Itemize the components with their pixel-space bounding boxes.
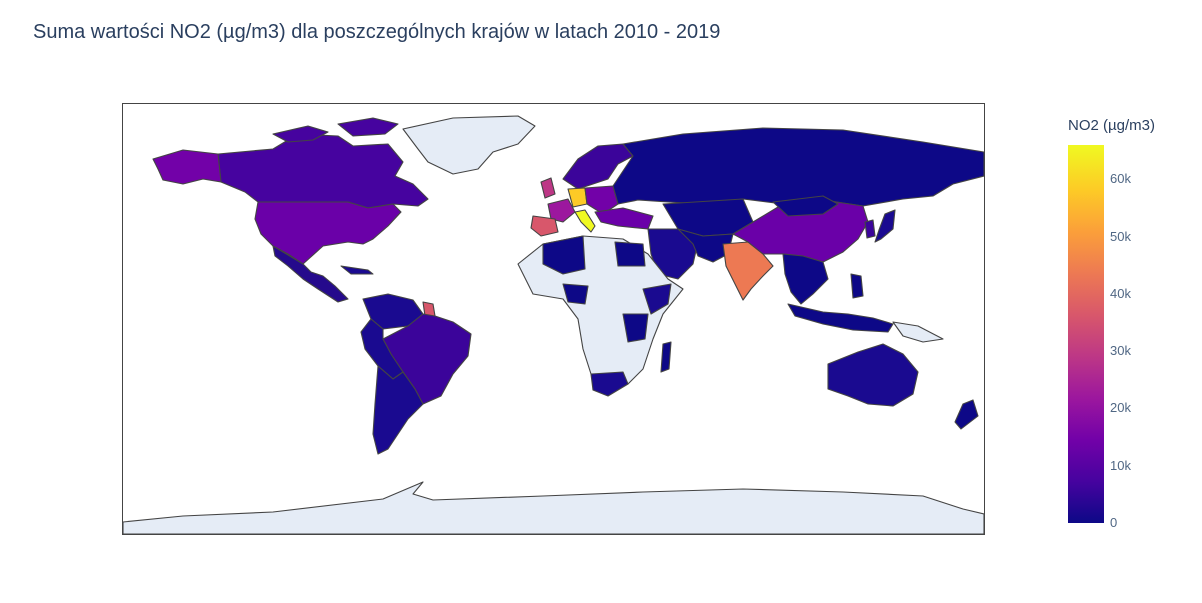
philippines[interactable]: [850, 273, 864, 299]
korea[interactable]: [864, 219, 876, 239]
madagascar[interactable]: [660, 341, 672, 373]
algeria[interactable]: [542, 235, 586, 275]
argentina-chile[interactable]: [372, 365, 424, 455]
colorbar-tick-label: 10k: [1110, 457, 1131, 473]
indonesia[interactable]: [787, 303, 894, 333]
southeast-asia[interactable]: [782, 253, 829, 305]
colorbar-title: NO2 (µg/m3): [1068, 117, 1155, 134]
mexico[interactable]: [272, 245, 349, 303]
egypt[interactable]: [614, 241, 646, 267]
colorbar-tick-label: 20k: [1110, 400, 1131, 416]
france[interactable]: [547, 198, 576, 223]
spain[interactable]: [530, 215, 559, 237]
colorbar-tick-label: 50k: [1110, 228, 1131, 244]
colorbar-tick-label: 60k: [1110, 171, 1131, 187]
poland-eastern-europe[interactable]: [584, 185, 619, 215]
scandinavia[interactable]: [562, 143, 634, 190]
new-guinea[interactable]: [892, 321, 944, 343]
arctic-islands-2[interactable]: [337, 117, 399, 137]
balkans-turkey[interactable]: [594, 207, 654, 230]
antarctica[interactable]: [123, 481, 984, 534]
map-svg: [123, 115, 984, 534]
canada[interactable]: [217, 133, 429, 209]
iran-pakistan[interactable]: [677, 228, 734, 263]
uk[interactable]: [540, 177, 556, 199]
east-africa[interactable]: [622, 313, 649, 343]
south-africa[interactable]: [590, 371, 629, 397]
colorbar: [1068, 145, 1104, 523]
colorbar-tick-label: 30k: [1110, 343, 1131, 359]
mongolia[interactable]: [772, 195, 839, 217]
russia[interactable]: [612, 127, 984, 207]
japan[interactable]: [874, 209, 896, 243]
usa[interactable]: [254, 201, 402, 265]
new-zealand[interactable]: [954, 399, 979, 430]
world-map[interactable]: [122, 103, 985, 535]
horn-of-africa[interactable]: [642, 283, 672, 315]
colorbar-tick-label: 0: [1110, 515, 1118, 530]
west-africa[interactable]: [562, 283, 589, 305]
italy[interactable]: [574, 209, 596, 233]
greenland[interactable]: [402, 115, 536, 175]
africa[interactable]: [517, 235, 684, 390]
australia[interactable]: [827, 343, 919, 407]
cuba[interactable]: [340, 265, 374, 275]
chart-title: Suma wartości NO2 (µg/m3) dla poszczegól…: [33, 21, 721, 43]
colorbar-tick-label: 40k: [1110, 285, 1131, 301]
arctic-islands[interactable]: [272, 125, 329, 143]
alaska[interactable]: [152, 149, 222, 185]
